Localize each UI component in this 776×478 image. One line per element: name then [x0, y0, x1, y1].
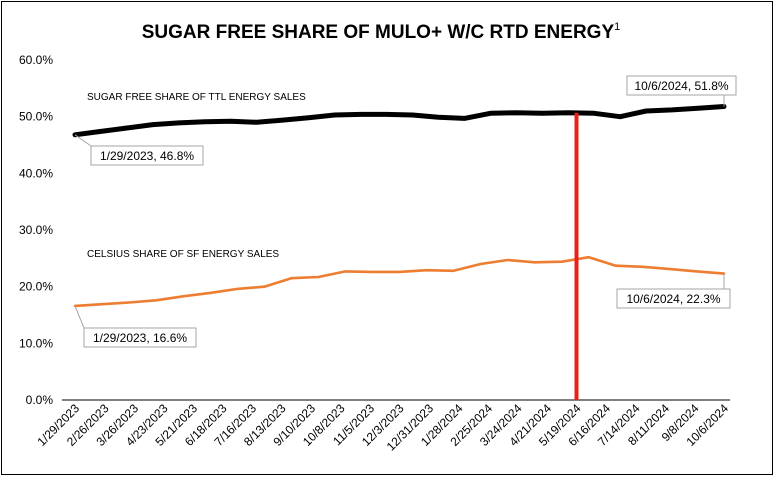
callout-box [616, 288, 731, 309]
chart-title: SUGAR FREE SHARE OF MULO+ W/C RTD ENERGY… [142, 21, 621, 43]
series-labels: SUGAR FREE SHARE OF TTL ENERGY SALES CELS… [87, 92, 306, 260]
callout-box [83, 327, 197, 348]
y-tick-label: 40.0% [19, 166, 53, 180]
series-label-1: SUGAR FREE SHARE OF TTL ENERGY SALES [87, 92, 306, 103]
y-tick-label: 0.0% [26, 393, 54, 407]
callout-box [626, 75, 737, 96]
x-axis: 1/29/20232/26/20233/26/20234/23/20235/21… [34, 399, 731, 454]
y-tick-label: 20.0% [19, 280, 53, 294]
y-tick-label: 60.0% [19, 53, 53, 67]
callout-label: 10/6/2024, 51.8% [634, 79, 728, 93]
callout-leader [74, 134, 92, 147]
title-superscript: 1 [614, 21, 620, 33]
series-label-2: CELSIUS SHARE OF SF ENERGY SALES [87, 249, 279, 260]
series-line-2 [73, 255, 726, 308]
callout-label: 1/29/2023, 46.8% [100, 149, 194, 163]
y-tick-label: 30.0% [19, 223, 53, 237]
callout-leader [74, 305, 85, 329]
y-tick-label: 10.0% [19, 336, 53, 350]
y-tick-label: 50.0% [19, 110, 53, 124]
y-axis: 0.0% 10.0% 20.0% 30.0% 40.0% 50.0% 60.0% [19, 53, 53, 407]
callouts: 1/29/2023, 46.8% 10/6/2024, 51.8% 1/29/202… [74, 75, 737, 348]
callout-label: 1/29/2023, 16.6% [93, 331, 187, 345]
series-lines [72, 104, 727, 308]
callout-label: 10/6/2024, 22.3% [626, 292, 720, 306]
series-line-1 [72, 104, 727, 138]
callout-box [90, 145, 204, 166]
